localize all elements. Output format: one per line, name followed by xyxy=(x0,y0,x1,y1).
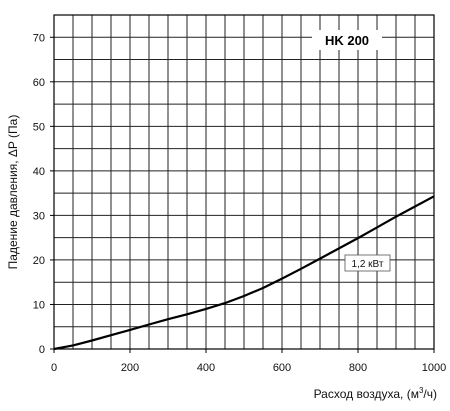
series-annotation: 1,2 кВт xyxy=(344,254,391,272)
x-tick-label: 0 xyxy=(51,362,57,374)
plot-frame xyxy=(53,14,435,350)
x-axis-label: Расход воздуха, (м3/ч) xyxy=(314,386,437,401)
x-axis-label-superscript: 3 xyxy=(419,386,424,395)
title-background xyxy=(312,30,382,50)
y-tick-label: 10 xyxy=(33,299,45,311)
x-tick-labels: 0 200 400 600 800 1000 xyxy=(51,362,446,374)
y-tick-label: 70 xyxy=(33,32,45,44)
y-axis-label: Падение давления, ΔP (Па) xyxy=(6,115,20,270)
x-tick-label: 400 xyxy=(197,362,215,374)
y-tick-label: 0 xyxy=(39,344,45,356)
x-tick-label: 1000 xyxy=(422,362,446,374)
y-tick-label: 60 xyxy=(33,77,45,89)
chart-title: HK 200 xyxy=(325,33,369,48)
x-tick-label: 600 xyxy=(273,362,291,374)
y-tick-label: 40 xyxy=(33,166,45,178)
y-tick-labels: 0 10 20 30 40 50 60 70 xyxy=(33,32,45,356)
annotation-box xyxy=(344,254,391,272)
y-tick-label: 20 xyxy=(33,255,45,267)
annotation-label: 1,2 кВт xyxy=(352,259,384,270)
series-group xyxy=(53,195,435,351)
series-line xyxy=(53,195,435,351)
title-box: HK 200 xyxy=(312,30,382,50)
grid xyxy=(53,14,435,350)
x-tick-label: 200 xyxy=(121,362,139,374)
x-axis-label-main: Расход воздуха, (м xyxy=(314,387,419,401)
y-tick-label: 30 xyxy=(33,210,45,222)
x-tick-label: 800 xyxy=(349,362,367,374)
x-axis-label-tail: /ч) xyxy=(423,387,437,401)
y-tick-label: 50 xyxy=(33,121,45,133)
axes xyxy=(50,14,435,353)
